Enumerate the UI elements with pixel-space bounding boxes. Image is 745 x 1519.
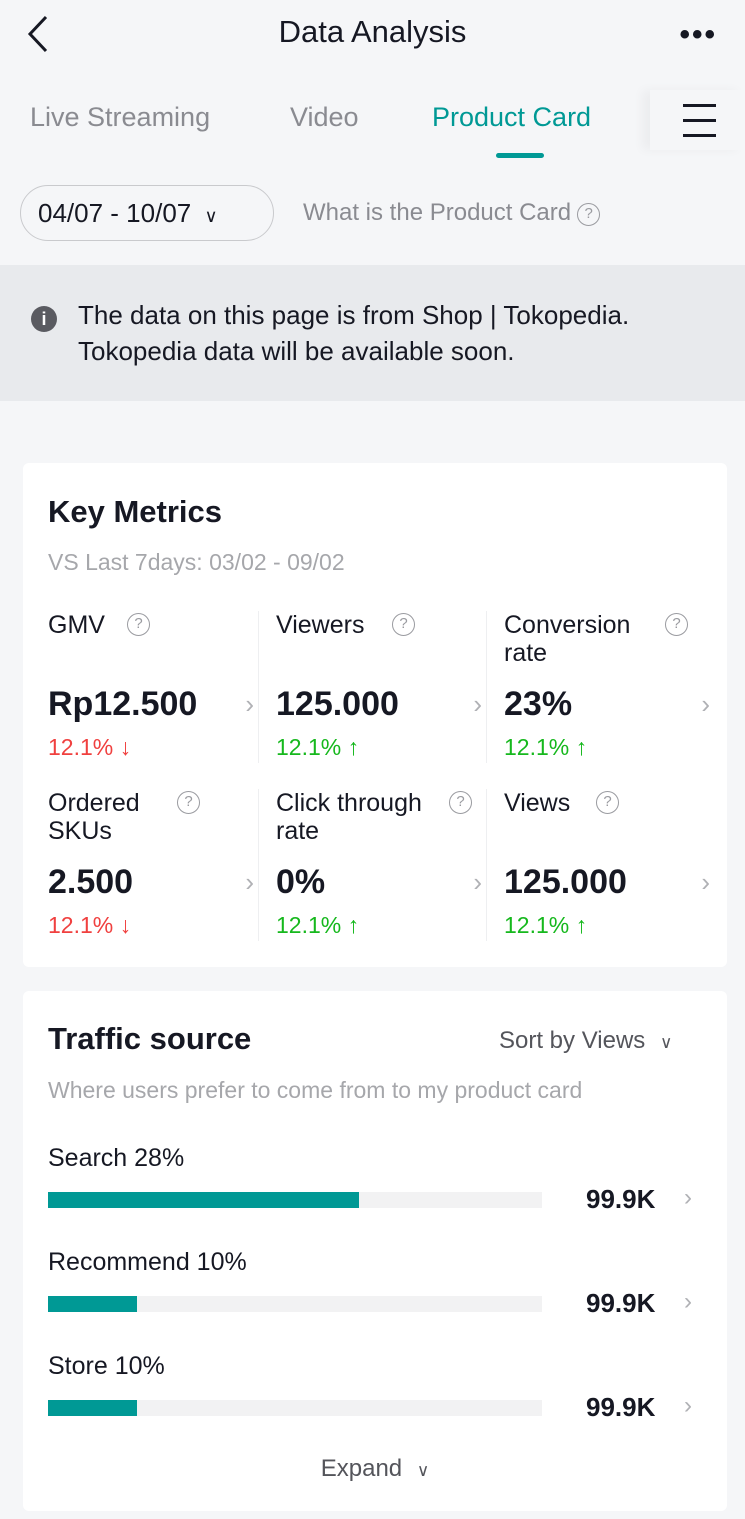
traffic-bar [48, 1192, 542, 1208]
metric-gmv[interactable]: GMV? Rp12.500 › 12.1% ↓ [48, 611, 276, 771]
expand-label: Expand [320, 1455, 403, 1482]
metric-value: 125.000 [504, 863, 627, 901]
notice-line-2: Tokopedia data will be available soon. [78, 336, 515, 366]
chevron-right-icon: › [245, 689, 254, 719]
traffic-value: 99.9K [586, 1392, 656, 1422]
metric-change: 12.1% ↓ [48, 734, 132, 760]
traffic-source-title: Traffic source [48, 1021, 252, 1056]
chevron-down-icon: ∨ [416, 1461, 430, 1480]
back-icon[interactable] [24, 14, 54, 54]
metric-value: 0% [276, 863, 326, 901]
metric-ordered-skus[interactable]: Ordered SKUs? 2.500 › 12.1% ↓ [48, 789, 276, 949]
metric-click-through-rate[interactable]: Click through rate? 0% › 12.1% ↑ [276, 789, 504, 949]
notice-line-1: The data on this page is from Shop | Tok… [78, 300, 630, 330]
metric-value: 23% [504, 685, 573, 723]
traffic-bar-fill [48, 1296, 137, 1312]
chevron-right-icon: › [245, 867, 254, 897]
arrow-down-icon: ↓ [119, 912, 132, 938]
metric-change: 12.1% ↑ [276, 734, 360, 760]
chevron-right-icon: › [701, 867, 710, 897]
date-range: 04/07 - 10/07 [38, 198, 192, 228]
metric-label: Ordered SKUs [48, 789, 140, 845]
metric-change: 12.1% ↑ [504, 912, 588, 938]
chevron-right-icon: › [684, 1392, 692, 1419]
help-icon[interactable]: ? [665, 613, 688, 636]
compare-period: VS Last 7days: 03/02 - 09/02 [48, 549, 345, 575]
metric-label: GMV [48, 611, 105, 639]
metric-change: 12.1% ↓ [48, 912, 132, 938]
metric-value: 125.000 [276, 685, 399, 723]
traffic-bar [48, 1400, 542, 1416]
chevron-right-icon: › [684, 1288, 692, 1315]
arrow-up-icon: ↑ [575, 734, 588, 760]
metric-label: Views [504, 789, 571, 817]
active-tab-indicator [496, 153, 544, 158]
traffic-source-card: Traffic source Sort by Views ∨ Where use… [23, 991, 727, 1511]
chevron-down-icon: ∨ [204, 206, 218, 226]
metric-value: 2.500 [48, 863, 134, 901]
more-icon[interactable]: ••• [679, 18, 717, 51]
traffic-label: Search 28% [48, 1144, 185, 1172]
help-icon[interactable]: ? [596, 791, 619, 814]
menu-icon[interactable] [650, 90, 745, 150]
traffic-bar [48, 1296, 542, 1312]
notice-banner: The data on this page is from Shop | Tok… [0, 265, 745, 401]
info-icon: i [31, 306, 57, 332]
header: Data Analysis ••• [0, 0, 745, 70]
sort-dropdown[interactable]: Sort by Views ∨ [499, 1027, 672, 1055]
metric-label: Conversion rate [504, 611, 631, 667]
expand-button[interactable]: Expand ∨ [23, 1455, 727, 1483]
metric-value: Rp12.500 [48, 685, 198, 723]
help-icon[interactable]: ? [177, 791, 200, 814]
chevron-right-icon: › [473, 689, 482, 719]
date-range-picker[interactable]: 04/07 - 10/07 ∨ [20, 185, 274, 241]
arrow-up-icon: ↑ [575, 912, 588, 938]
tab-video[interactable]: Video [290, 102, 359, 132]
metric-label: Click through rate [276, 789, 422, 845]
traffic-bar-fill [48, 1400, 137, 1416]
page-title: Data Analysis [278, 14, 467, 49]
help-icon: ? [577, 203, 601, 226]
sort-label: Sort by Views [499, 1027, 646, 1054]
metric-conversion-rate[interactable]: Conversion rate? 23% › 12.1% ↑ [504, 611, 732, 771]
metric-change: 12.1% ↑ [276, 912, 360, 938]
key-metrics-title: Key Metrics [48, 494, 223, 529]
arrow-up-icon: ↑ [347, 734, 360, 760]
traffic-value: 99.9K [586, 1288, 656, 1318]
traffic-row-recommend[interactable]: Recommend 10% 99.9K › [48, 1248, 708, 1318]
traffic-label: Store 10% [48, 1352, 165, 1380]
traffic-bar-fill [48, 1192, 360, 1208]
help-icon[interactable]: ? [127, 613, 150, 636]
traffic-row-store[interactable]: Store 10% 99.9K › [48, 1352, 708, 1422]
traffic-label: Recommend 10% [48, 1248, 247, 1276]
what-link-label: What is the Product Card [303, 199, 572, 226]
help-icon[interactable]: ? [392, 613, 415, 636]
tab-live-streaming[interactable]: Live Streaming [30, 102, 211, 132]
chevron-right-icon: › [684, 1184, 692, 1211]
chevron-down-icon: ∨ [659, 1033, 673, 1052]
traffic-subtitle: Where users prefer to come from to my pr… [48, 1077, 583, 1103]
traffic-value: 99.9K [586, 1184, 656, 1214]
chevron-right-icon: › [473, 867, 482, 897]
tab-product-card[interactable]: Product Card [432, 102, 592, 132]
key-metrics-card: Key Metrics VS Last 7days: 03/02 - 09/02… [23, 463, 727, 967]
traffic-row-search[interactable]: Search 28% 99.9K › [48, 1144, 708, 1214]
chevron-right-icon: › [701, 689, 710, 719]
metric-label: Viewers [276, 611, 365, 639]
arrow-up-icon: ↑ [347, 912, 360, 938]
metric-viewers[interactable]: Viewers? 125.000 › 12.1% ↑ [276, 611, 504, 771]
what-is-product-card-link[interactable]: What is the Product Card? [303, 199, 601, 227]
help-icon[interactable]: ? [449, 791, 472, 814]
metric-change: 12.1% ↑ [504, 734, 588, 760]
arrow-down-icon: ↓ [119, 734, 132, 760]
metric-views[interactable]: Views? 125.000 › 12.1% ↑ [504, 789, 732, 949]
